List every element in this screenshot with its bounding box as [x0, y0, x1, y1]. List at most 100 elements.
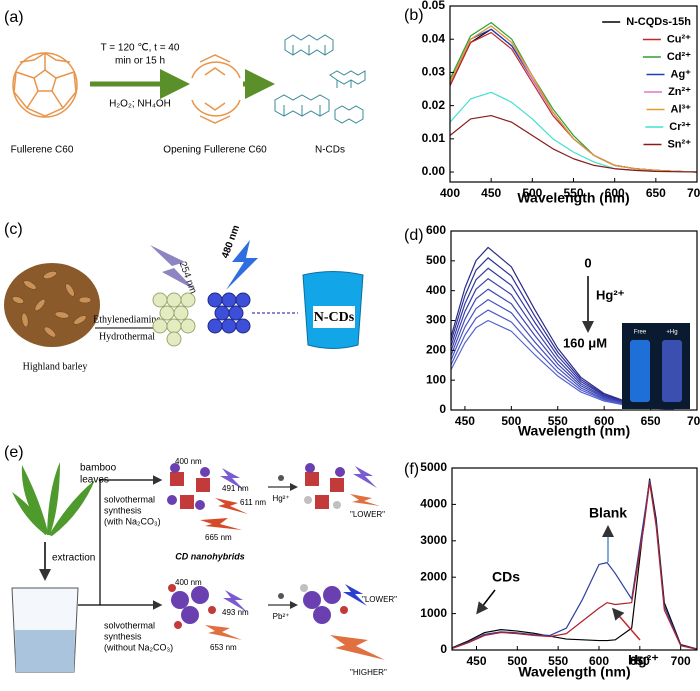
- product: CD nanohybrids: [175, 551, 245, 561]
- panel-label: (b): [404, 7, 424, 24]
- x-tick-label: 600: [589, 654, 609, 668]
- ion-dot: [278, 593, 284, 599]
- arrow: [612, 607, 641, 641]
- data-line: [449, 25, 698, 173]
- inset-label: +Hg: [666, 330, 677, 336]
- legend-label: Cu²⁺: [667, 33, 691, 45]
- annotation: Blank: [589, 505, 627, 521]
- method: Hydrothermal: [99, 331, 155, 342]
- result: "LOWER": [350, 510, 385, 519]
- wavelength: 400 nm: [175, 457, 202, 466]
- data-line: [449, 28, 698, 173]
- data-line: [449, 114, 698, 173]
- wavelength: 400 nm: [175, 578, 202, 587]
- wavelength: 611 nm: [240, 498, 266, 507]
- product: N-CDs: [314, 310, 355, 325]
- y-tick-label: 600: [426, 223, 446, 237]
- y-tick-label: 4000: [420, 497, 447, 511]
- annotation: Hg²⁺: [596, 287, 625, 302]
- route: (without Na₂CO₃): [104, 642, 173, 652]
- ncd-sheets: [274, 34, 366, 124]
- annotation: 160 μM: [563, 335, 607, 350]
- caption: Highland barley: [23, 361, 88, 372]
- x-tick-label: 550: [548, 654, 568, 668]
- legend-label: Ag⁺: [671, 68, 692, 80]
- route: synthesis: [104, 631, 142, 641]
- ion-dot: [278, 475, 284, 481]
- y-tick-label: 5000: [420, 460, 447, 474]
- y-tick-label: 500: [426, 253, 446, 267]
- vial: [630, 340, 650, 402]
- ion: Hg²⁺: [272, 494, 289, 503]
- wavelength: 665 nm: [205, 533, 232, 542]
- legend-label: Cd²⁺: [667, 51, 691, 63]
- source: bamboo: [80, 463, 117, 474]
- x-tick-label: 600: [605, 186, 625, 200]
- y-tick-label: 3000: [420, 533, 447, 547]
- label-box: [313, 306, 355, 328]
- blue-spheres: [207, 292, 251, 334]
- legend-label: N-CQDs-15h: [626, 16, 691, 28]
- data-line: [449, 31, 698, 173]
- panel-c: (c) Highland barley Ethylenediamine Hydr…: [4, 221, 364, 372]
- legend-label: Cr³⁺: [669, 121, 691, 133]
- wavelength: 653 nm: [210, 643, 237, 652]
- panel-label: (a): [4, 9, 24, 26]
- y-tick-label: 0.03: [422, 65, 446, 79]
- x-tick-label: 500: [501, 414, 521, 428]
- wavelength: 493 nm: [222, 608, 249, 617]
- x-tick-label: 550: [563, 186, 583, 200]
- y-tick-label: 300: [426, 313, 446, 327]
- condition: min or 15 h: [115, 56, 165, 67]
- x-tick-label: 450: [466, 654, 486, 668]
- lightning: [226, 240, 258, 290]
- data-line: [449, 22, 698, 173]
- x-axis-label: Wavelength (nm): [517, 190, 629, 206]
- data-line: [449, 25, 698, 173]
- result: "HIGHER": [350, 668, 387, 677]
- legend-label: Al³⁺: [671, 103, 692, 115]
- y-tick-label: 0: [439, 402, 446, 416]
- y-tick-label: 0.01: [422, 131, 446, 145]
- panel-label: (d): [404, 227, 424, 244]
- plot-frame: [451, 467, 698, 651]
- legend-label: Zn²⁺: [668, 86, 691, 98]
- y-tick-label: 0.00: [422, 164, 446, 178]
- y-tick-label: 0.04: [422, 31, 446, 45]
- caption: Opening Fullerene C60: [163, 145, 267, 156]
- x-tick-label: 700: [671, 654, 691, 668]
- y-tick-label: 0.05: [422, 0, 446, 12]
- grains: [12, 271, 92, 338]
- open-fullerene: [191, 54, 241, 124]
- panel-label: (f): [404, 461, 419, 478]
- x-tick-label: 650: [646, 186, 666, 200]
- data-line: [449, 28, 698, 173]
- x-tick-label: 500: [522, 186, 542, 200]
- route: solvothermal: [104, 620, 155, 630]
- route: (with Na₂CO₃): [104, 516, 161, 526]
- reagents: H₂O₂; NH₄OH: [109, 99, 171, 110]
- fullerene: [12, 52, 78, 118]
- leaves: [12, 462, 95, 536]
- x-tick-label: 450: [455, 414, 475, 428]
- wavelength: 491 nm: [222, 484, 249, 493]
- spheres: [152, 292, 196, 347]
- y-tick-label: 1000: [420, 606, 447, 620]
- y-tick-label: 2000: [420, 569, 447, 583]
- lightning: [150, 245, 195, 290]
- cluster: [304, 463, 380, 509]
- step: extraction: [52, 553, 95, 564]
- y-tick-label: 400: [426, 283, 446, 297]
- x-tick-label: 400: [440, 186, 460, 200]
- cluster: [168, 584, 247, 640]
- caption: N-CDs: [315, 145, 345, 156]
- y-tick-label: 100: [426, 372, 446, 386]
- annotation: CDs: [492, 569, 520, 585]
- x-tick-label: 500: [507, 654, 527, 668]
- cluster: [300, 584, 385, 660]
- source: leaves: [80, 475, 109, 486]
- y-tick-label: 0.02: [422, 98, 446, 112]
- x-tick-label: 450: [481, 186, 501, 200]
